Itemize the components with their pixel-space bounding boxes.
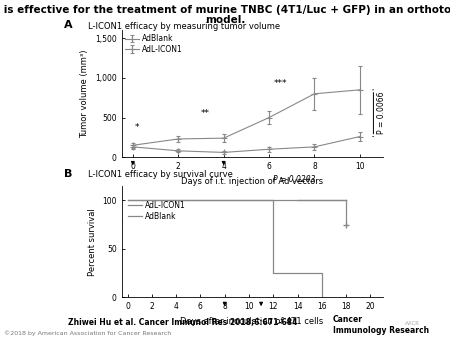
- Line: AdBlank: AdBlank: [127, 200, 322, 297]
- AdL-ICON1: [295, 198, 300, 202]
- AdBlank: [125, 198, 130, 202]
- Text: AACR: AACR: [405, 321, 420, 326]
- Text: A: A: [64, 20, 73, 30]
- Y-axis label: Percent survival: Percent survival: [88, 208, 97, 275]
- Text: B: B: [64, 169, 72, 179]
- AdBlank: [270, 271, 276, 275]
- Legend: AdL-ICON1, AdBlank: AdL-ICON1, AdBlank: [128, 201, 185, 221]
- Text: **: **: [201, 109, 210, 118]
- Y-axis label: Tumor volume (mm³): Tumor volume (mm³): [81, 50, 90, 138]
- Text: L-ICON1 is effective for the treatment of murine TNBC (4T1/Luc + GFP) in an orth: L-ICON1 is effective for the treatment o…: [0, 5, 450, 15]
- Text: *: *: [135, 123, 140, 132]
- X-axis label: Days of i.t. injection of Ad vectors: Days of i.t. injection of Ad vectors: [181, 176, 323, 186]
- AdL-ICON1: [125, 198, 130, 202]
- AdL-ICON1: [343, 198, 349, 202]
- Text: L-ICON1 efficacy by measuring tumor volume: L-ICON1 efficacy by measuring tumor volu…: [88, 22, 280, 30]
- Text: model.: model.: [205, 15, 245, 25]
- X-axis label: Days after inoculation of 4T1 cells: Days after inoculation of 4T1 cells: [180, 317, 324, 326]
- Text: L-ICON1 efficacy by survival curve: L-ICON1 efficacy by survival curve: [88, 170, 233, 179]
- Text: Cancer
Immunology Research: Cancer Immunology Research: [333, 315, 429, 335]
- Text: Zhiwei Hu et al. Cancer Immunol Res 2018;6:671-684: Zhiwei Hu et al. Cancer Immunol Res 2018…: [68, 317, 297, 326]
- Text: ©2018 by American Association for Cancer Research: ©2018 by American Association for Cancer…: [4, 331, 172, 336]
- Text: ***: ***: [274, 79, 287, 88]
- Text: P = 0.0203: P = 0.0203: [273, 175, 315, 184]
- AdBlank: [319, 295, 324, 299]
- Text: P = 0.0066: P = 0.0066: [377, 92, 386, 135]
- AdBlank: [270, 198, 276, 202]
- AdBlank: [319, 271, 324, 275]
- AdL-ICON1: [295, 198, 300, 202]
- Legend: AdBlank, AdL-ICON1: AdBlank, AdL-ICON1: [125, 34, 183, 54]
